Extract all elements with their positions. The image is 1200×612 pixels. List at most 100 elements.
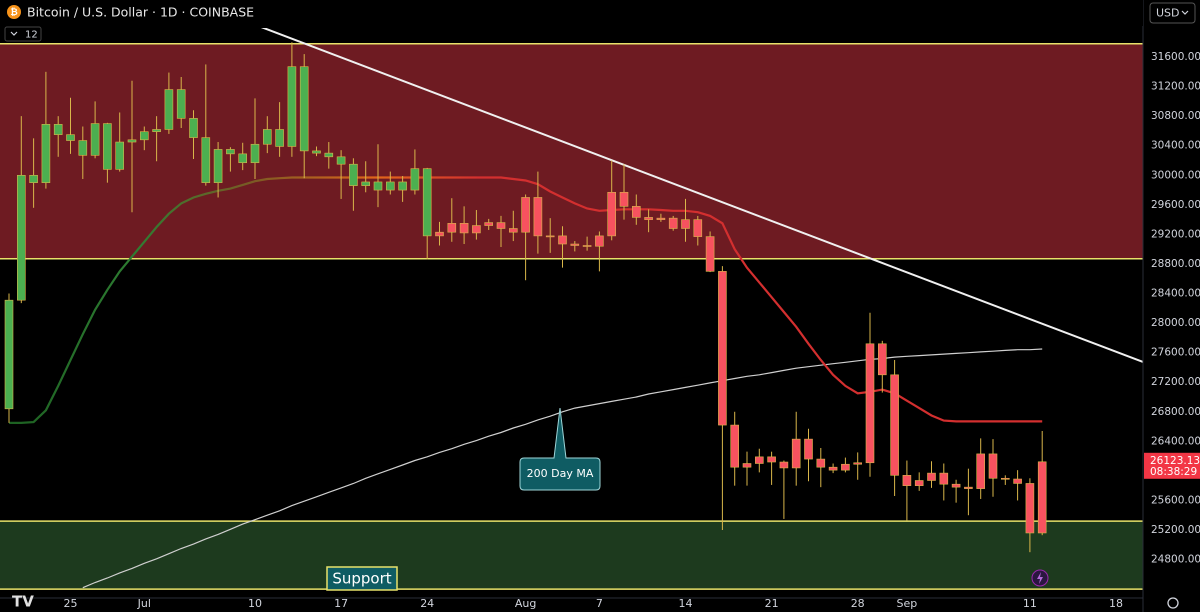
- candle-body: [435, 231, 444, 237]
- coin-glyph: ₿: [10, 7, 17, 18]
- candle-body: [53, 123, 63, 135]
- candle-body: [582, 245, 592, 247]
- price-zone: [0, 43, 1143, 259]
- candle-body: [718, 271, 727, 426]
- candle-body: [644, 217, 653, 220]
- y-tick-label: 30000.00: [1151, 169, 1200, 181]
- candle-body: [385, 181, 395, 191]
- candle-body: [90, 123, 100, 156]
- x-tick-label: 24: [420, 597, 434, 610]
- candle-body: [865, 343, 875, 464]
- y-tick-label: 31200.00: [1151, 81, 1200, 93]
- candle-body: [16, 174, 26, 301]
- y-tick-label: 31600.00: [1151, 51, 1200, 63]
- candle-body: [29, 174, 38, 183]
- candle-body: [619, 191, 629, 207]
- tv-logo[interactable]: TV: [12, 593, 34, 611]
- y-tick-label: 26800.00: [1151, 406, 1200, 418]
- candle-body: [398, 181, 407, 191]
- candle-body: [41, 123, 51, 183]
- candle-body: [78, 140, 88, 156]
- y-tick-label: 25200.00: [1151, 524, 1200, 536]
- candle-body: [1013, 478, 1022, 484]
- candle-body: [176, 89, 186, 119]
- candle-body: [275, 129, 284, 147]
- lightning-glyph: [1037, 572, 1043, 584]
- x-tick-label: 25: [64, 597, 78, 610]
- currency-label[interactable]: USD: [1156, 7, 1180, 20]
- candle-body: [373, 181, 383, 191]
- candle-body: [447, 223, 457, 233]
- candle-body: [361, 181, 371, 186]
- candle-body: [570, 243, 580, 246]
- x-tick-label: Aug: [515, 597, 536, 610]
- candle-body: [791, 438, 801, 469]
- settings-icon[interactable]: [1167, 597, 1179, 609]
- indicators-count[interactable]: 12: [25, 30, 38, 41]
- candle-body: [189, 118, 198, 138]
- candle-body: [779, 461, 789, 469]
- candle-body: [877, 343, 887, 376]
- candle-body: [312, 150, 321, 154]
- candle-body: [841, 463, 850, 471]
- candle-body: [705, 236, 715, 272]
- candle-body: [595, 235, 604, 247]
- candle-body: [1025, 483, 1035, 534]
- x-tick-label: Sep: [897, 597, 918, 610]
- y-tick-label: 24800.00: [1151, 554, 1200, 566]
- symbol-title: Bitcoin / U.S. Dollar · 1D · COINBASE: [27, 5, 254, 20]
- candle-body: [804, 438, 813, 460]
- candle-body: [693, 219, 703, 237]
- candle-body: [152, 129, 161, 132]
- candle-body: [103, 123, 112, 170]
- candle-body: [754, 456, 764, 464]
- last-price-tag: [1144, 452, 1200, 479]
- indicators-chevron[interactable]: [10, 31, 18, 36]
- candle-body: [262, 129, 272, 145]
- countdown-label: 08:38:29: [1150, 466, 1197, 478]
- x-tick-label: 7: [596, 597, 603, 610]
- candle-body: [1037, 461, 1047, 534]
- y-tick-label: 28800.00: [1151, 258, 1200, 270]
- candle-body: [951, 483, 961, 488]
- indicators-toggle[interactable]: [4, 26, 42, 42]
- trend-line: [260, 28, 1143, 363]
- currency-select[interactable]: [1149, 2, 1196, 24]
- candle-body: [730, 424, 740, 468]
- y-tick-label: 29200.00: [1151, 228, 1200, 240]
- candle-body: [816, 458, 826, 468]
- candle-body: [66, 134, 75, 141]
- candle-body: [349, 163, 358, 186]
- candle-body: [127, 139, 137, 143]
- candle-body: [164, 89, 174, 130]
- candle-body: [939, 472, 949, 485]
- price-zone: [0, 521, 1143, 590]
- candle-body: [828, 466, 838, 471]
- candle-body: [508, 228, 518, 233]
- candle-body: [250, 143, 260, 164]
- y-tick-label: 28400.00: [1151, 288, 1200, 300]
- candle-body: [914, 480, 924, 486]
- y-tick-label: 26400.00: [1151, 435, 1200, 447]
- candle-body: [459, 223, 469, 234]
- support-label: Support: [332, 570, 391, 588]
- header: [0, 0, 1143, 26]
- y-tick-label: 27200.00: [1151, 376, 1200, 388]
- candle-body: [336, 156, 346, 165]
- candle-body: [422, 168, 432, 237]
- currency-chevron[interactable]: [1181, 10, 1189, 15]
- candle-body: [668, 217, 678, 229]
- candle-body: [890, 374, 899, 476]
- candle-body: [681, 219, 690, 229]
- candle-body: [767, 456, 776, 463]
- x-tick-label: 10: [248, 597, 262, 610]
- candle-body: [521, 197, 530, 233]
- candle-body: [496, 222, 506, 229]
- candle-body: [1000, 477, 1010, 480]
- coin-icon: [7, 5, 21, 19]
- candle-body: [213, 149, 223, 183]
- x-tick-label: Jul: [137, 597, 151, 610]
- x-tick-label: 17: [334, 597, 348, 610]
